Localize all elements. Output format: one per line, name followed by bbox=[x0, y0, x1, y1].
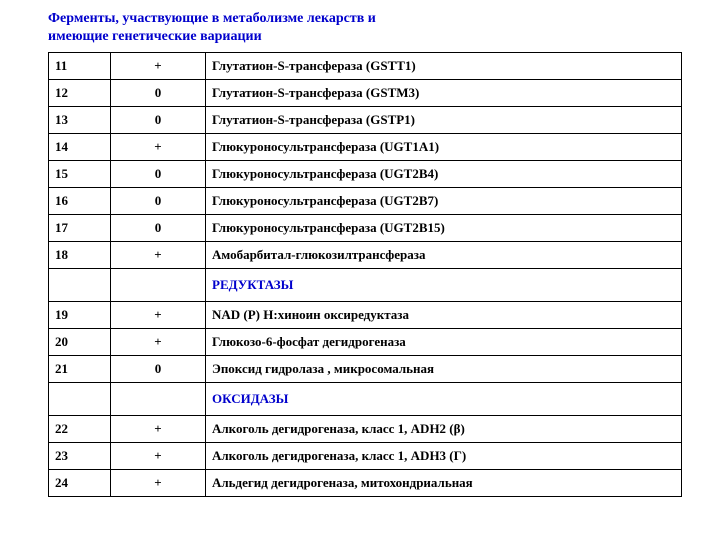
cell-number: 24 bbox=[49, 469, 111, 496]
cell-enzyme: Глутатион-S-трансфераза (GSTT1) bbox=[206, 52, 682, 79]
cell-enzyme: Амобарбитал-глюкозилтрансфераза bbox=[206, 241, 682, 268]
cell-symbol: + bbox=[111, 52, 206, 79]
cell-number: 16 bbox=[49, 187, 111, 214]
table-row: 15 0 Глюкуроносультрансфераза (UGT2B4) bbox=[49, 160, 682, 187]
cell-number: 12 bbox=[49, 79, 111, 106]
cell-symbol: 0 bbox=[111, 187, 206, 214]
cell-enzyme: Глюкуроносультрансфераза (UGT2B4) bbox=[206, 160, 682, 187]
section-row: РЕДУКТАЗЫ bbox=[49, 268, 682, 301]
cell-symbol: + bbox=[111, 442, 206, 469]
cell-enzyme: Эпоксид гидролаза , микросомальная bbox=[206, 355, 682, 382]
cell-number: 11 bbox=[49, 52, 111, 79]
section-header-oxidases: ОКСИДАЗЫ bbox=[206, 382, 682, 415]
cell-symbol: 0 bbox=[111, 355, 206, 382]
cell-number: 19 bbox=[49, 301, 111, 328]
cell-enzyme: Глюкуроносультрансфераза (UGT2B15) bbox=[206, 214, 682, 241]
cell-number: 20 bbox=[49, 328, 111, 355]
title-line-2: имеющие генетические вариации bbox=[48, 29, 262, 44]
cell-symbol: 0 bbox=[111, 214, 206, 241]
table-row: 20 + Глюкозо-6-фосфат дегидрогеназа bbox=[49, 328, 682, 355]
cell-number bbox=[49, 382, 111, 415]
cell-number: 17 bbox=[49, 214, 111, 241]
table-row: 18 + Амобарбитал-глюкозилтрансфераза bbox=[49, 241, 682, 268]
cell-number: 23 bbox=[49, 442, 111, 469]
cell-symbol: + bbox=[111, 241, 206, 268]
cell-number: 21 bbox=[49, 355, 111, 382]
cell-enzyme: Алкоголь дегидрогеназа, класс 1, ADH2 (β… bbox=[206, 415, 682, 442]
table-row: 24 + Альдегид дегидрогеназа, митохондриа… bbox=[49, 469, 682, 496]
table-row: 17 0 Глюкуроносультрансфераза (UGT2B15) bbox=[49, 214, 682, 241]
title-line-1: Ферменты, участвующие в метаболизме лека… bbox=[48, 11, 376, 26]
cell-enzyme: Глюкуроносультрансфераза (UGT2B7) bbox=[206, 187, 682, 214]
table-row: 21 0 Эпоксид гидролаза , микросомальная bbox=[49, 355, 682, 382]
cell-symbol: 0 bbox=[111, 160, 206, 187]
cell-symbol: 0 bbox=[111, 106, 206, 133]
cell-enzyme: Алкоголь дегидрогеназа, класс 1, ADH3 (Г… bbox=[206, 442, 682, 469]
enzyme-table: 11 + Глутатион-S-трансфераза (GSTT1) 12 … bbox=[48, 52, 682, 497]
cell-number: 15 bbox=[49, 160, 111, 187]
table-row: 11 + Глутатион-S-трансфераза (GSTT1) bbox=[49, 52, 682, 79]
cell-number bbox=[49, 268, 111, 301]
cell-enzyme: Глюкозо-6-фосфат дегидрогеназа bbox=[206, 328, 682, 355]
cell-enzyme: NAD (P) H:хиноин оксиредуктаза bbox=[206, 301, 682, 328]
cell-enzyme: Глюкуроносультрансфераза (UGT1A1) bbox=[206, 133, 682, 160]
section-header-reductases: РЕДУКТАЗЫ bbox=[206, 268, 682, 301]
table-row: 12 0 Глутатион-S-трансфераза (GSTM3) bbox=[49, 79, 682, 106]
cell-number: 13 bbox=[49, 106, 111, 133]
table-row: 16 0 Глюкуроносультрансфераза (UGT2B7) bbox=[49, 187, 682, 214]
cell-symbol: + bbox=[111, 328, 206, 355]
cell-symbol bbox=[111, 268, 206, 301]
cell-number: 14 bbox=[49, 133, 111, 160]
cell-enzyme: Глутатион-S-трансфераза (GSTM3) bbox=[206, 79, 682, 106]
cell-symbol: + bbox=[111, 133, 206, 160]
section-row: ОКСИДАЗЫ bbox=[49, 382, 682, 415]
cell-number: 18 bbox=[49, 241, 111, 268]
page-title: Ферменты, участвующие в метаболизме лека… bbox=[48, 10, 682, 46]
cell-number: 22 bbox=[49, 415, 111, 442]
table-row: 13 0 Глутатион-S-трансфераза (GSTP1) bbox=[49, 106, 682, 133]
table-row: 22 + Алкоголь дегидрогеназа, класс 1, AD… bbox=[49, 415, 682, 442]
cell-enzyme: Альдегид дегидрогеназа, митохондриальная bbox=[206, 469, 682, 496]
table-row: 19 + NAD (P) H:хиноин оксиредуктаза bbox=[49, 301, 682, 328]
cell-symbol bbox=[111, 382, 206, 415]
table-row: 23 + Алкоголь дегидрогеназа, класс 1, AD… bbox=[49, 442, 682, 469]
cell-symbol: + bbox=[111, 415, 206, 442]
cell-enzyme: Глутатион-S-трансфераза (GSTP1) bbox=[206, 106, 682, 133]
cell-symbol: + bbox=[111, 301, 206, 328]
table-row: 14 + Глюкуроносультрансфераза (UGT1A1) bbox=[49, 133, 682, 160]
cell-symbol: 0 bbox=[111, 79, 206, 106]
cell-symbol: + bbox=[111, 469, 206, 496]
